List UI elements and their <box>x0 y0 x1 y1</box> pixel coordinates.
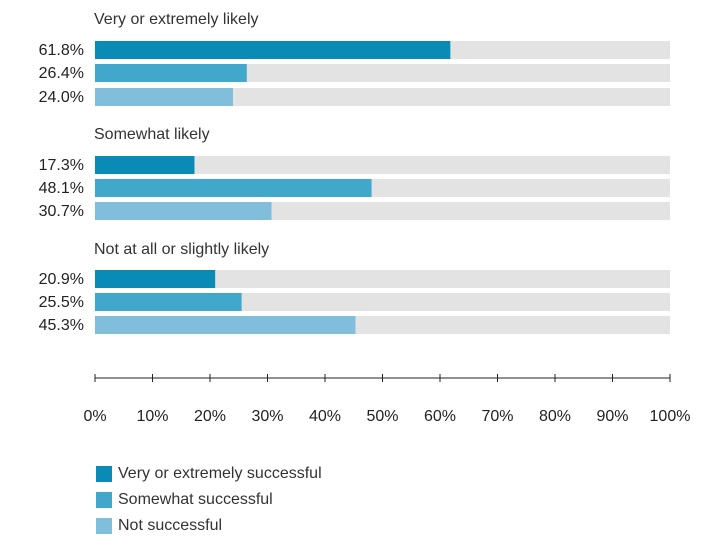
bar-track <box>95 156 670 174</box>
legend-label: Very or extremely successful <box>118 465 322 482</box>
legend-label: Somewhat successful <box>118 491 273 508</box>
bar <box>95 88 233 106</box>
legend-swatch <box>96 518 112 534</box>
group-title: Somewhat likely <box>94 126 210 143</box>
data-label: 61.8% <box>39 42 84 59</box>
x-tick-label: 40% <box>309 408 341 425</box>
x-tick-label: 80% <box>539 408 571 425</box>
x-tick-label: 90% <box>596 408 628 425</box>
x-tick-label: 70% <box>481 408 513 425</box>
x-tick-label: 50% <box>366 408 398 425</box>
bar <box>95 316 356 334</box>
data-label: 17.3% <box>39 157 84 174</box>
legend-item: Not successful <box>96 517 322 535</box>
data-label: 30.7% <box>39 203 84 220</box>
x-tick-label: 10% <box>136 408 168 425</box>
bar <box>95 179 372 197</box>
bar <box>95 270 216 288</box>
x-tick-label: 60% <box>424 408 456 425</box>
bar <box>95 202 272 220</box>
group-title: Very or extremely likely <box>94 11 259 28</box>
legend: Very or extremely successful Somewhat suc… <box>96 465 322 543</box>
data-label: 26.4% <box>39 65 84 82</box>
x-tick-label: 20% <box>194 408 226 425</box>
x-tick-label: 0% <box>83 408 106 425</box>
bar <box>95 156 195 174</box>
legend-item: Very or extremely successful <box>96 465 322 483</box>
data-label: 48.1% <box>39 180 84 197</box>
data-label: 24.0% <box>39 89 84 106</box>
legend-swatch <box>96 466 112 482</box>
data-label: 25.5% <box>39 294 84 311</box>
group-title: Not at all or slightly likely <box>94 241 269 258</box>
data-label: 20.9% <box>39 271 84 288</box>
x-tick-label: 30% <box>251 408 283 425</box>
bar <box>95 293 242 311</box>
data-label: 45.3% <box>39 317 84 334</box>
legend-label: Not successful <box>118 517 223 534</box>
bar-track <box>95 270 670 288</box>
bar <box>95 64 247 82</box>
bar <box>95 41 451 59</box>
bar-track <box>95 88 670 106</box>
legend-swatch <box>96 492 112 508</box>
x-tick-label: 100% <box>650 408 691 425</box>
legend-item: Somewhat successful <box>96 491 322 509</box>
